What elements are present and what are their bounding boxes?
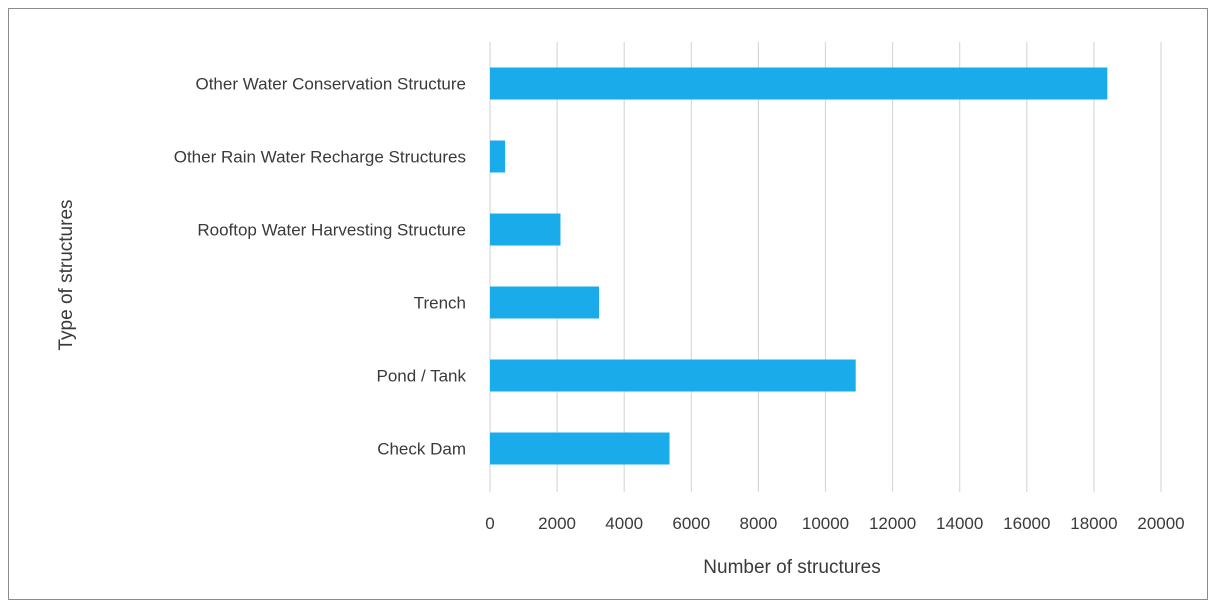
category-label: Pond / Tank xyxy=(377,367,467,386)
category-label: Rooftop Water Harvesting Structure xyxy=(197,221,466,240)
x-tick-label: 18000 xyxy=(1070,514,1117,533)
x-tick-label: 20000 xyxy=(1137,514,1184,533)
category-label: Trench xyxy=(414,294,466,313)
chart-frame xyxy=(8,8,1208,600)
x-tick-label: 0 xyxy=(485,514,494,533)
bar xyxy=(490,213,561,246)
x-tick-label: 6000 xyxy=(672,514,710,533)
x-tick-labels: 0 2000 4000 6000 8000 10000 12000 14000 16000 180… xyxy=(485,514,1184,533)
x-tick-label: 2000 xyxy=(538,514,576,533)
x-tick-label: 16000 xyxy=(1003,514,1050,533)
gridlines xyxy=(489,42,1162,492)
category-label: Check Dam xyxy=(377,440,466,459)
x-tick-label: 14000 xyxy=(936,514,983,533)
x-tick-label: 4000 xyxy=(605,514,643,533)
bar xyxy=(490,286,600,319)
x-axis-title: Number of structures xyxy=(703,557,880,578)
category-labels: Other Water Conservation Structure Other … xyxy=(174,75,467,459)
bar xyxy=(490,67,1108,100)
bars xyxy=(490,67,1108,465)
x-tick-label: 10000 xyxy=(802,514,849,533)
category-label: Other Water Conservation Structure xyxy=(195,75,466,94)
y-axis-title: Type of structures xyxy=(56,199,77,350)
bar xyxy=(490,359,856,392)
x-tick-label: 8000 xyxy=(739,514,777,533)
bar xyxy=(490,140,506,173)
bar xyxy=(490,432,670,465)
x-tick-label: 12000 xyxy=(869,514,916,533)
category-label: Other Rain Water Recharge Structures xyxy=(174,148,466,167)
